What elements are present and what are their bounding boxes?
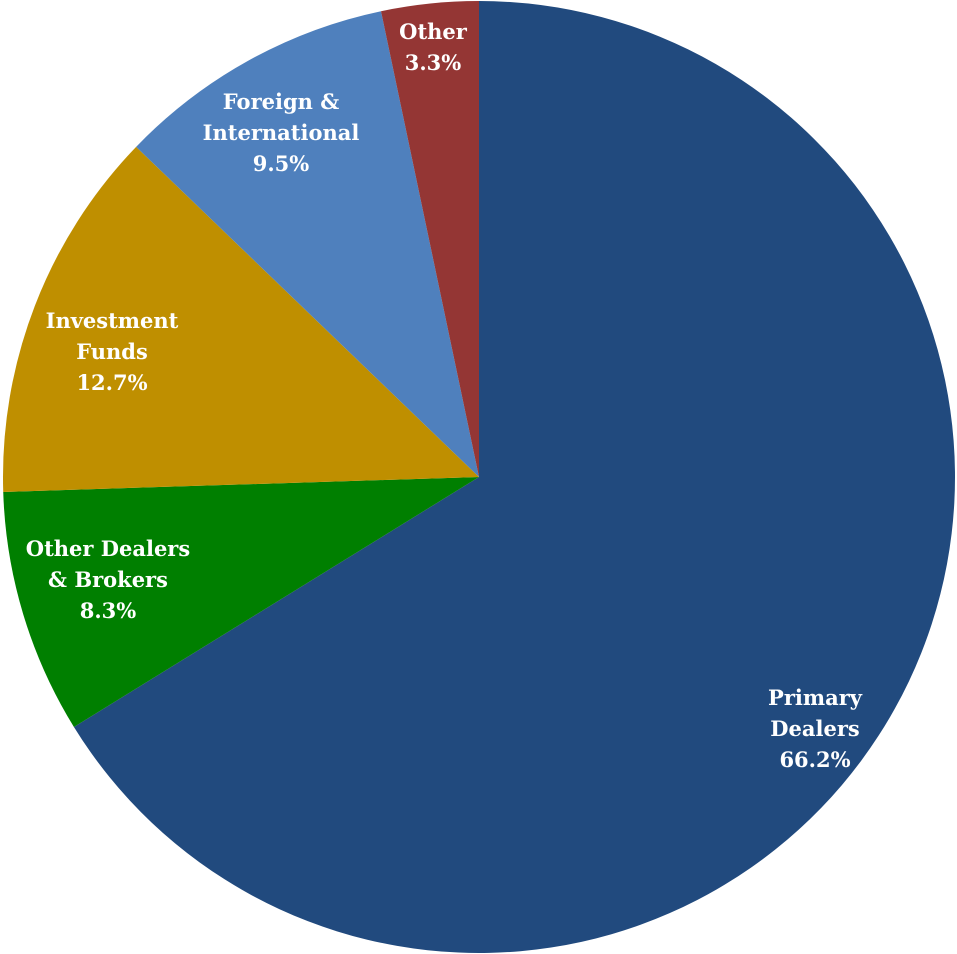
slice-name-line: Dealers (770, 716, 859, 741)
slice-name-line: Investment (46, 308, 179, 333)
pie-labels: Primary Dealers 66.2% Other Dealers & Broker… (26, 19, 863, 772)
slice-value-label: 3.3% (405, 50, 462, 75)
slice-name-line: & Brokers (48, 567, 168, 592)
pie-slice-other (381, 1, 479, 477)
slice-label-investment-funds: Investment Funds 12.7% (46, 308, 179, 395)
slice-name-line: Funds (76, 339, 148, 364)
slice-name-line: Foreign & (223, 89, 339, 114)
slice-value-label: 12.7% (76, 370, 147, 395)
slice-name-line: Other (399, 19, 468, 44)
slice-name-line: Other Dealers (26, 536, 190, 561)
pie-slice-foreign-international (136, 11, 479, 477)
pie-slice-investment-funds (2, 146, 479, 492)
slice-name-line: Primary (768, 685, 863, 710)
slice-label-foreign-international: Foreign & International 9.5% (203, 89, 360, 176)
slice-name-line: International (203, 120, 360, 145)
slice-value-label: 9.5% (253, 151, 310, 176)
slice-label-other-dealers-brokers: Other Dealers & Brokers 8.3% (26, 536, 190, 623)
slice-label-primary-dealers: Primary Dealers 66.2% (768, 685, 863, 772)
pie-slice-other-dealers-brokers (3, 477, 479, 727)
pie-slice-primary-dealers (73, 1, 956, 953)
slice-value-label: 8.3% (80, 598, 137, 623)
slice-label-other: Other 3.3% (399, 19, 468, 75)
slice-value-label: 66.2% (779, 747, 850, 772)
